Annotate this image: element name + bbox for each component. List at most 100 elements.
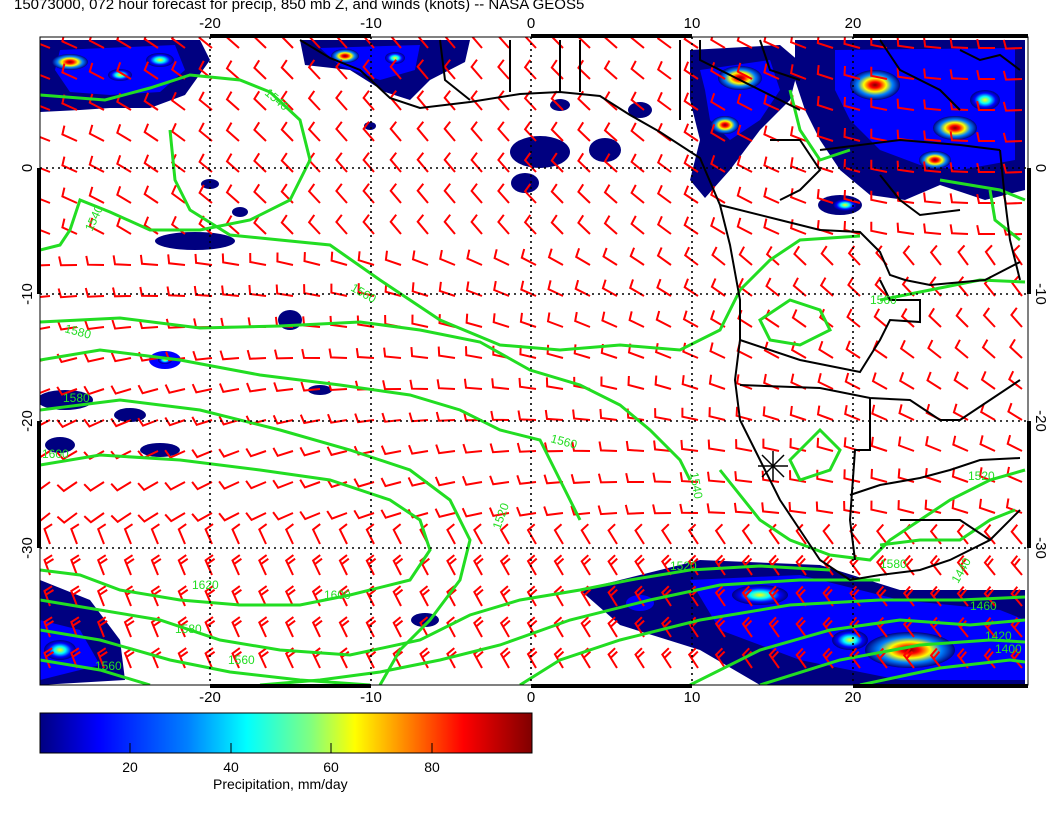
wind-barb	[407, 476, 429, 487]
wind-barb	[982, 307, 996, 328]
wind-barb	[70, 616, 81, 638]
wind-barb	[61, 218, 78, 235]
wind-barb	[843, 500, 861, 514]
wind-barb	[284, 585, 296, 607]
wind-barb	[221, 285, 240, 297]
wind-barb	[844, 372, 861, 390]
wind-barb	[123, 585, 135, 607]
contour-label: 1520	[968, 469, 995, 483]
frame-ticks	[37, 34, 1031, 688]
wind-barb	[470, 59, 483, 80]
wind-barb	[876, 523, 888, 545]
wind-barb	[520, 248, 537, 266]
wind-barb	[896, 67, 915, 80]
wind-barb	[897, 500, 915, 514]
wind-barb	[96, 616, 108, 638]
wind-barb	[84, 287, 105, 298]
wind-barb	[139, 254, 159, 266]
wind-barb	[822, 616, 834, 638]
wind-barb	[954, 339, 969, 359]
wind-barb	[326, 446, 348, 457]
wind-barb	[191, 383, 213, 394]
wind-barb	[764, 309, 780, 328]
wind-barb	[574, 279, 591, 297]
colorbar-label: Precipitation, mm/day	[213, 776, 348, 792]
wind-barb	[355, 347, 375, 359]
wind-barb	[40, 43, 51, 49]
wind-barb	[165, 318, 186, 329]
wind-barb	[194, 253, 213, 266]
wind-barb	[870, 190, 888, 204]
wind-barb	[763, 125, 780, 142]
wind-barb	[335, 90, 348, 111]
wind-barb	[116, 185, 132, 204]
wind-barb	[410, 347, 429, 359]
bottom-lon-ticks: -20 -10 0 10 20	[199, 689, 861, 706]
wind-barb	[923, 99, 942, 111]
wind-barb	[167, 254, 186, 266]
wind-barb	[489, 475, 510, 486]
wind-barb	[419, 585, 430, 607]
wind-barb	[683, 216, 699, 235]
wind-barb	[656, 215, 672, 235]
wind-barb	[170, 184, 186, 204]
wind-barb	[88, 37, 105, 49]
wind-barb	[953, 371, 969, 390]
wind-barb	[83, 418, 105, 428]
wind-barb	[436, 379, 456, 390]
wind-barb	[275, 284, 294, 297]
wind-barb	[625, 440, 645, 452]
wind-barb	[795, 585, 807, 607]
wind-barb	[976, 193, 995, 204]
wind-barb	[768, 647, 780, 669]
wind-barb	[681, 407, 699, 421]
wind-barb	[437, 346, 456, 359]
wind-barb	[96, 523, 107, 545]
wind-barbs	[40, 37, 1023, 669]
wind-barb	[492, 313, 510, 328]
wind-barb	[170, 91, 186, 111]
wind-barb	[763, 218, 780, 235]
wind-barb	[768, 585, 780, 607]
wind-barb	[499, 647, 511, 669]
wind-barb	[870, 66, 888, 80]
wind-barb	[258, 523, 268, 545]
wind-barb	[550, 121, 564, 142]
wind-barb	[470, 183, 483, 204]
wind-barb	[625, 472, 644, 483]
contour-label: 1400	[995, 642, 1022, 656]
wind-barb	[896, 37, 915, 49]
wind-barb	[166, 286, 186, 297]
wind-barb	[607, 554, 618, 576]
wind-barb	[553, 585, 565, 607]
wind-barb	[570, 505, 591, 516]
wind-barb	[822, 523, 834, 545]
wind-barb	[443, 90, 456, 111]
wind-barb	[545, 377, 564, 390]
wind-barb	[654, 408, 672, 421]
wind-barb	[818, 340, 834, 359]
wind-barb	[70, 647, 81, 669]
wind-barb	[116, 154, 132, 173]
wind-barb	[338, 616, 350, 638]
wind-barb	[624, 504, 645, 515]
wind-barb	[984, 244, 996, 266]
wind-barb	[272, 447, 294, 458]
colorbar-tick-label: 20	[122, 759, 138, 775]
wind-barb	[896, 98, 915, 111]
wind-barb	[465, 281, 483, 297]
wind-barb	[470, 121, 483, 142]
wind-barb	[526, 647, 538, 669]
wind-barb	[816, 189, 834, 204]
left-lat-ticks: 0 -10 -20 -30	[19, 164, 36, 559]
wind-barb	[218, 448, 240, 458]
wind-barb	[253, 121, 267, 142]
wind-barb	[654, 375, 672, 390]
wind-barb	[763, 187, 780, 204]
wind-barb	[218, 480, 240, 490]
wind-barb	[789, 157, 807, 173]
wind-barb	[949, 69, 969, 80]
wind-barb	[409, 379, 429, 390]
wind-barb	[602, 247, 618, 266]
wind-barb	[177, 647, 189, 669]
